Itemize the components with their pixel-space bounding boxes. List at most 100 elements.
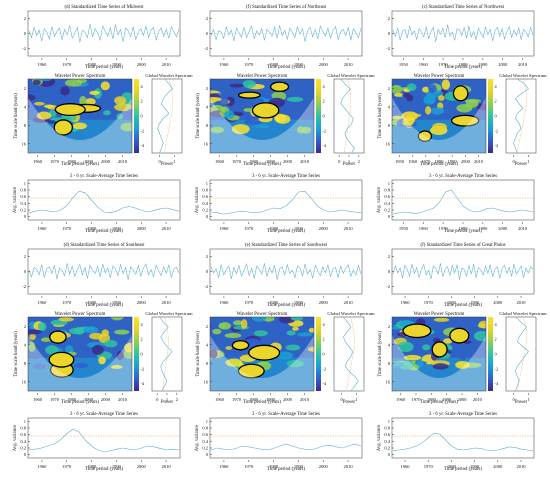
ts-xtick-label: 2010 <box>344 300 354 305</box>
wps-significant-region <box>402 323 432 339</box>
wps-ytick-label: 4 <box>206 342 209 347</box>
wps-colorbar <box>316 79 321 153</box>
wps-blob <box>474 330 486 342</box>
wps-blob <box>100 81 110 91</box>
ts-series-line <box>210 263 362 280</box>
wps-blob <box>218 322 231 330</box>
wps-blob <box>28 354 42 360</box>
sa-ytick-label: 0.4 <box>202 439 208 444</box>
gws-spectrum-line <box>159 316 173 392</box>
wps-blob <box>103 110 111 116</box>
sa-ytick-label: 0.4 <box>202 201 208 206</box>
wps-ytick-label: 2 <box>24 324 26 329</box>
sa-xtick-label: 1990 <box>470 464 480 469</box>
sa-xlabel: Time period (years) <box>85 229 123 234</box>
sa-xtick-label: 2000 <box>493 464 503 469</box>
wps-blob <box>114 96 127 105</box>
wps-colorbar <box>316 317 321 391</box>
sa-ytick-label: 0.8 <box>20 188 26 193</box>
sa-series-line <box>392 432 534 452</box>
wps-plot-frame <box>391 316 487 392</box>
ts-ytick-label: 2 <box>388 254 390 259</box>
ts-ytick-label: 0 <box>206 269 209 274</box>
wps-blob <box>455 360 470 369</box>
ts-xtick-label: 2010 <box>344 62 354 67</box>
gws-spectrum-line <box>515 316 529 392</box>
wps-colorbar <box>488 317 493 391</box>
sa-ytick-label: 0.4 <box>20 439 26 444</box>
wps-ytick-label: 4 <box>24 342 27 347</box>
gws-xtick-label: 0 <box>513 159 516 164</box>
sa-ytick-label: 0.8 <box>20 426 26 431</box>
wps-blob <box>243 120 262 125</box>
wps-colorbar-label: -2 <box>495 128 499 133</box>
wps-blob <box>459 353 467 361</box>
wps-blob <box>38 317 51 323</box>
wps-blob <box>392 84 403 94</box>
wps-significant-region <box>231 340 250 351</box>
sa-series-line <box>392 189 534 215</box>
ts-xtick-label: 1970 <box>244 300 254 305</box>
wps-blob <box>251 317 267 322</box>
gws-xtick-label: 2 <box>176 397 178 402</box>
ts-xtick-label: 1990 <box>478 62 488 67</box>
sa-ytick-label: 0.6 <box>202 194 208 199</box>
ts-ytick-label: 2 <box>24 254 26 259</box>
wps-blob <box>127 108 132 118</box>
wps-blob <box>103 340 118 348</box>
wps-blob <box>274 113 287 122</box>
sa-plot-frame <box>209 417 363 459</box>
wps-ytick-label: 8 <box>388 361 391 366</box>
sa-plot-frame <box>209 179 363 221</box>
wps-blob <box>28 329 43 335</box>
ts-xtick-label: 1980 <box>459 62 469 67</box>
wps-blob <box>416 360 424 368</box>
wps-ytick-label: 2 <box>388 324 390 329</box>
ts-xtick-label: 1970 <box>439 62 449 67</box>
gws-title: Global Wavelet Spectrum <box>327 73 375 78</box>
wps-xtick-label: 1980 <box>435 159 445 164</box>
wps-blob <box>58 317 74 322</box>
sa-xtick-label: 2000 <box>498 226 508 231</box>
ts-xtick-label: 1980 <box>447 300 457 305</box>
ts-xlabel: Time period (years) <box>267 303 305 308</box>
ts-xtick-label: 2000 <box>319 62 329 67</box>
wps-xtick-label: 2000 <box>283 397 293 402</box>
panel-group-southeast: (d) Standardized Time Series of Southeas… <box>13 243 193 472</box>
wps-colorbar-label: 2 <box>495 337 497 342</box>
wps-significant-region <box>54 103 86 117</box>
gws-title: Global Wavelet Spectrum <box>327 311 375 316</box>
sa-xtick-label: 1960 <box>219 464 229 469</box>
wps-plot-frame <box>209 78 315 154</box>
panel-group-northeast: (f) Standardized Time Series of Northeas… <box>195 5 375 234</box>
wps-blob <box>32 79 41 86</box>
gws-title: Global Wavelet Spectrum <box>145 73 193 78</box>
wps-significant-region <box>417 130 433 142</box>
ts-xtick-label: 1960 <box>219 300 229 305</box>
wps-xtick-label: 1980 <box>67 159 77 164</box>
wps-xtick-label: 2010 <box>118 159 128 164</box>
wps-ylabel: Time scale band (years) <box>196 331 201 377</box>
ts-ytick-label: -2 <box>22 46 26 51</box>
sa-ytick-label: 1 <box>24 181 26 186</box>
wps-xtick-label: 1960 <box>33 159 43 164</box>
wps-significant-region <box>450 114 480 127</box>
sa-ytick-label: 0.2 <box>202 446 208 451</box>
sa-ytick-label: 0.2 <box>202 208 208 213</box>
wps-cone-of-influence <box>392 335 486 391</box>
sa-xtick-label: 1970 <box>62 226 72 231</box>
sa-xtick-label: 2000 <box>319 226 329 231</box>
ts-xtick-label: 1960 <box>37 300 47 305</box>
sa-xtick-label: 1960 <box>219 226 229 231</box>
wps-colorbar-label: 0 <box>495 114 497 119</box>
wps-colorbar-label: -4 <box>141 143 145 148</box>
ts-xlabel: Time period (years) <box>85 65 123 70</box>
wps-significant-region <box>49 330 67 344</box>
wps-ytick-label: 16 <box>22 141 27 146</box>
sa-ytick-label: 0 <box>388 214 391 219</box>
wps-colorbar-label: 0 <box>323 352 325 357</box>
sa-xtick-label: 1960 <box>37 464 47 469</box>
wps-blob <box>465 99 479 108</box>
wps-colorbar-label: 2 <box>495 99 497 104</box>
